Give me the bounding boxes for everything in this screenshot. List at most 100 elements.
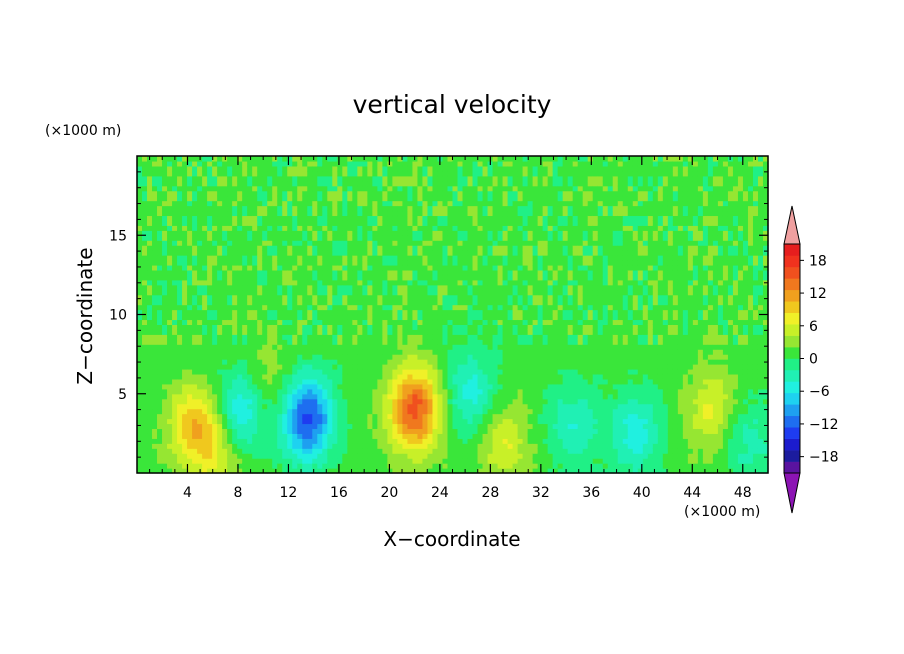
heatmap-cell	[467, 398, 474, 405]
heatmap-cell	[222, 364, 228, 370]
heatmap-cell	[227, 205, 233, 212]
heatmap-cell	[437, 418, 444, 425]
heatmap-cell	[327, 413, 333, 420]
heatmap-cell	[242, 349, 248, 355]
heatmap-cell	[217, 260, 223, 266]
heatmap-cell	[472, 344, 479, 350]
heatmap-cell	[182, 344, 188, 350]
heatmap-cell	[247, 215, 253, 221]
heatmap-cell	[187, 200, 193, 207]
heatmap-cell	[312, 354, 318, 360]
heatmap-cell	[327, 245, 333, 251]
heatmap-cell	[362, 274, 368, 281]
heatmap-cell	[517, 230, 524, 236]
heatmap-cell	[397, 324, 404, 330]
heatmap-cell	[482, 205, 489, 212]
heatmap-cell	[377, 200, 383, 207]
heatmap-cell	[482, 398, 489, 405]
heatmap-cell	[152, 388, 158, 395]
heatmap-cell	[337, 438, 343, 444]
heatmap-cell	[502, 413, 509, 420]
heatmap-cell	[352, 230, 358, 236]
heatmap-cell	[232, 309, 238, 316]
heatmap-cell	[457, 329, 464, 335]
heatmap-cell	[192, 438, 198, 444]
heatmap-cell	[362, 453, 368, 459]
heatmap-cell	[362, 314, 368, 321]
heatmap-cell	[252, 393, 258, 400]
heatmap-cell	[302, 413, 308, 420]
heatmap-cell	[137, 289, 143, 296]
heatmap-cell	[507, 289, 514, 296]
heatmap-cell	[217, 195, 223, 202]
heatmap-cell	[377, 180, 383, 187]
heatmap-cell	[317, 418, 323, 425]
heatmap-cell	[487, 240, 494, 246]
heatmap-cell	[437, 264, 444, 271]
heatmap-cell	[232, 364, 238, 370]
heatmap-cell	[212, 339, 218, 345]
heatmap-cell	[242, 373, 248, 380]
heatmap-cell	[292, 398, 298, 405]
heatmap-cell	[387, 205, 394, 212]
heatmap-cell	[162, 408, 168, 415]
heatmap-cell	[197, 453, 203, 459]
heatmap-cell	[457, 235, 464, 241]
heatmap-cell	[382, 383, 388, 390]
heatmap-cell	[492, 205, 499, 212]
heatmap-cell	[302, 299, 308, 306]
heatmap-cell	[492, 368, 499, 375]
heatmap-cell	[387, 255, 394, 261]
heatmap-cell	[187, 230, 193, 236]
heatmap-cell	[312, 413, 318, 420]
heatmap-cell	[322, 354, 328, 360]
heatmap-cell	[487, 195, 494, 202]
heatmap-cell	[277, 260, 283, 266]
heatmap-cell	[152, 245, 158, 251]
heatmap-cell	[417, 160, 424, 167]
heatmap-cell	[462, 443, 469, 449]
heatmap-cell	[497, 453, 504, 459]
heatmap-cell	[432, 378, 439, 385]
heatmap-cell	[507, 190, 514, 197]
heatmap-cell	[177, 200, 183, 207]
heatmap-cell	[522, 220, 529, 226]
heatmap-cell	[242, 190, 248, 197]
heatmap-cell	[417, 368, 424, 375]
heatmap-cell	[517, 388, 524, 395]
heatmap-cell	[502, 364, 509, 370]
heatmap-cell	[487, 388, 494, 395]
heatmap-cell	[222, 175, 228, 182]
heatmap-cell	[517, 354, 524, 360]
heatmap-cell	[332, 304, 338, 311]
heatmap-cell	[422, 200, 429, 207]
heatmap-cell	[242, 334, 248, 340]
heatmap-cell	[517, 220, 524, 226]
heatmap-cell	[317, 289, 323, 296]
heatmap-cell	[352, 443, 358, 449]
heatmap-cell	[507, 156, 514, 162]
heatmap-cell	[327, 364, 333, 370]
heatmap-cell	[297, 423, 303, 430]
heatmap-cell	[517, 210, 524, 217]
heatmap-cell	[372, 289, 378, 296]
heatmap-cell	[207, 388, 213, 395]
heatmap-cell	[162, 448, 168, 454]
heatmap-cell	[392, 408, 399, 415]
heatmap-cell	[197, 393, 203, 400]
heatmap-cell	[502, 438, 509, 444]
heatmap-cell	[232, 388, 238, 395]
heatmap-cell	[462, 438, 469, 444]
heatmap-cell	[522, 260, 529, 266]
heatmap-cell	[457, 433, 464, 439]
heatmap-cell	[227, 354, 233, 360]
heatmap-cell	[362, 240, 368, 246]
heatmap-cell	[217, 334, 223, 340]
heatmap-cell	[332, 175, 338, 182]
heatmap-cell	[332, 334, 338, 340]
heatmap-cell	[372, 458, 378, 464]
heatmap-cell	[167, 274, 173, 281]
heatmap-cell	[437, 220, 444, 226]
heatmap-cell	[422, 175, 429, 182]
heatmap-cell	[142, 354, 148, 360]
